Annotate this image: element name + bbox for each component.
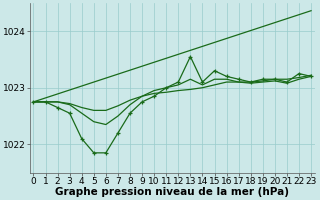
X-axis label: Graphe pression niveau de la mer (hPa): Graphe pression niveau de la mer (hPa) — [55, 187, 289, 197]
